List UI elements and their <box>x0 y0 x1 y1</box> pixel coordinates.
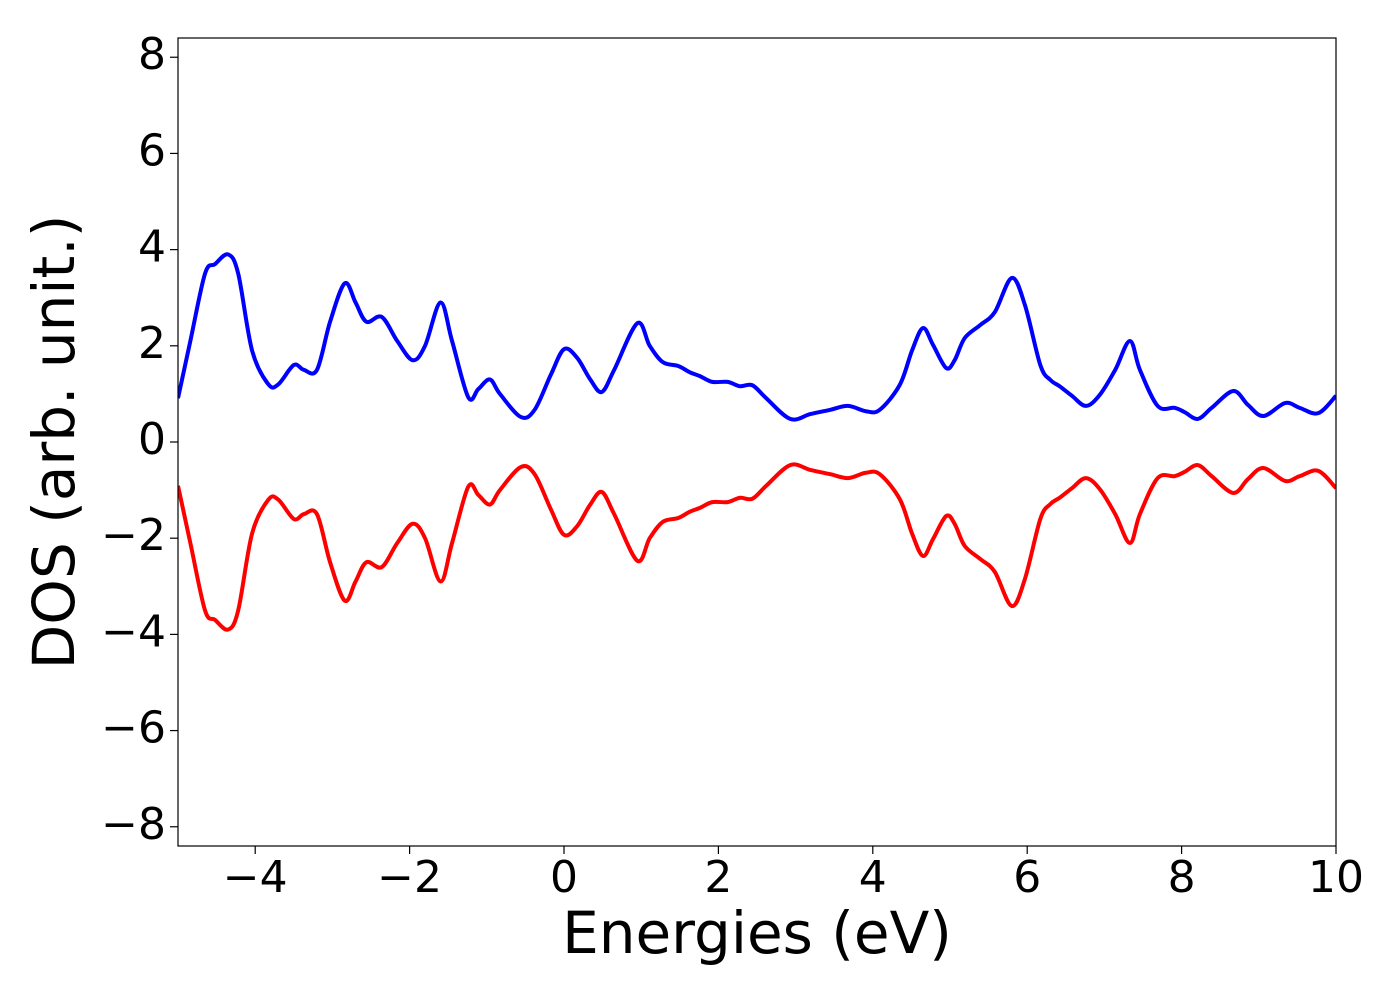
x-tick-label: −4 <box>223 852 288 903</box>
x-axis-label: Energies (eV) <box>562 899 952 967</box>
y-tick-label: 2 <box>138 318 166 369</box>
y-tick-label: 8 <box>138 29 166 80</box>
x-tick-label: −2 <box>377 852 442 903</box>
y-axis-label: DOS (arb. unit.) <box>20 215 88 670</box>
x-tick-label: 4 <box>859 852 887 903</box>
series-line <box>178 462 1336 632</box>
y-tick-label: 4 <box>138 222 166 273</box>
y-tick-label: −4 <box>101 606 166 657</box>
y-tick-label: −2 <box>101 510 166 561</box>
plot-area <box>178 252 1336 632</box>
plot-frame <box>177 37 1337 847</box>
y-tick-label: 0 <box>138 414 166 465</box>
y-tick-label: −8 <box>101 799 166 850</box>
x-tick-label: 8 <box>1168 852 1196 903</box>
y-tick-label: 6 <box>138 125 166 176</box>
x-tick-label: 6 <box>1013 852 1041 903</box>
y-tick-label: −6 <box>101 703 166 754</box>
x-tick-label: 10 <box>1308 852 1364 903</box>
x-tick-label: 2 <box>704 852 732 903</box>
series-line <box>178 252 1336 422</box>
x-tick-label: 0 <box>550 852 578 903</box>
